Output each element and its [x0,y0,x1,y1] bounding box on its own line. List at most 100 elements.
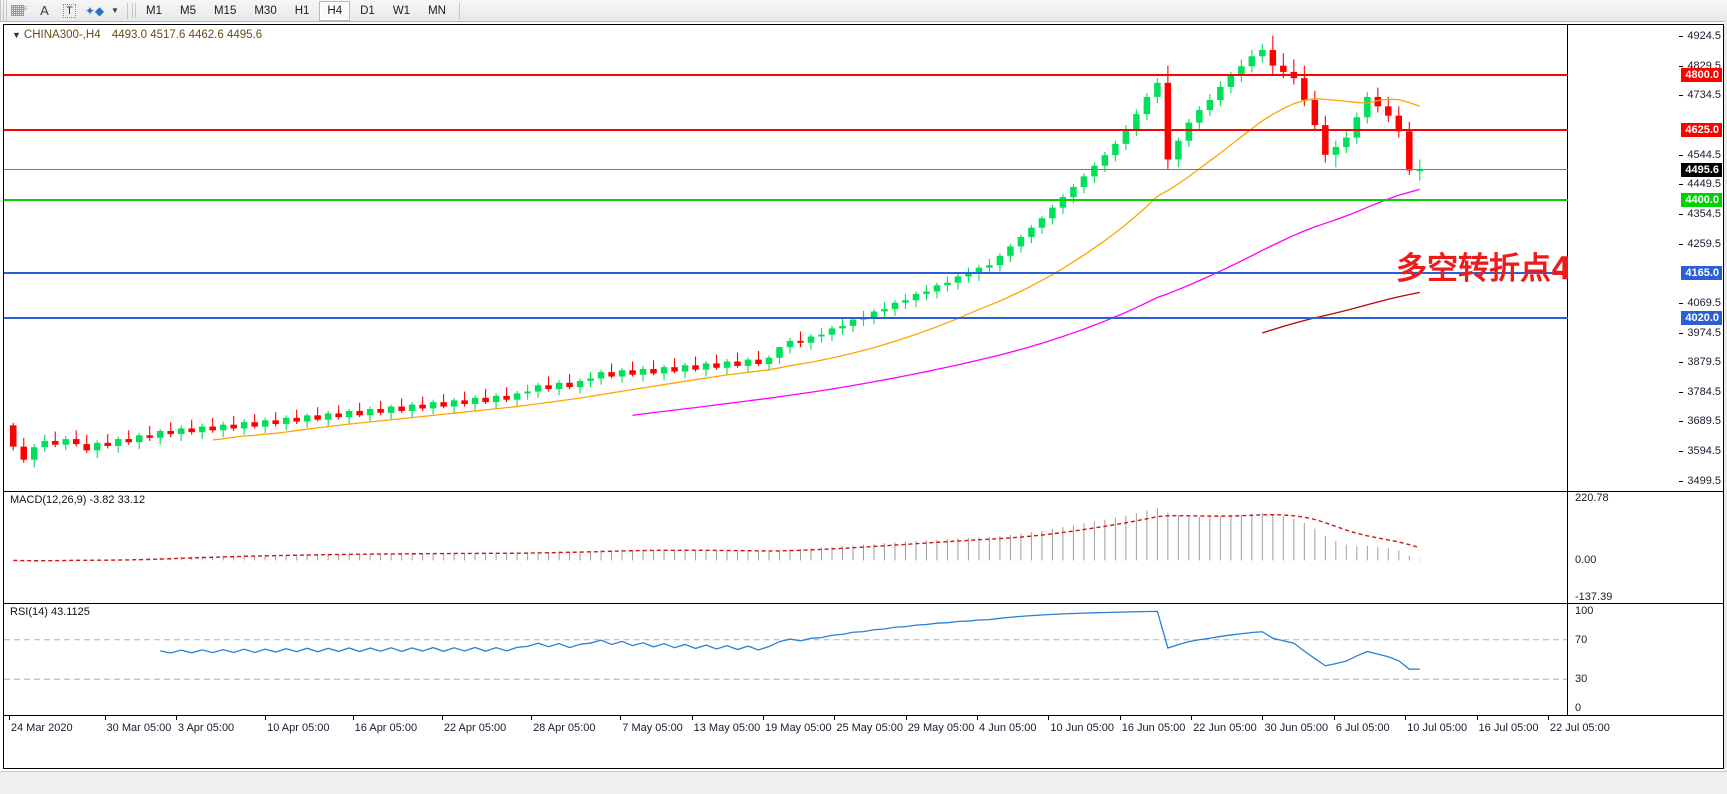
price-tick-label: 3594.5 [1679,445,1721,457]
timeframe-m5[interactable]: M5 [179,4,196,17]
time-axis-label: 16 Jul 05:00 [1478,722,1539,734]
time-axis-label: 16 Jun 05:00 [1121,722,1186,734]
symbol-label: CHINA300-,H4 [23,29,101,41]
price-tag-4400-0: 4400.0 [1681,192,1722,207]
toolbar-separator-2 [458,2,460,19]
indicators-icon[interactable]: ✦◆ [84,3,105,18]
dropdown-arrow-icon[interactable]: ▼ [111,6,119,15]
price-tick-label: 4069.5 [1679,297,1721,309]
time-axis-label: 22 Jun 05:00 [1193,722,1257,734]
price-candles-svg [9,35,1424,468]
timeframe-m30[interactable]: M30 [254,4,277,17]
time-tick [352,716,354,720]
macd-pane[interactable]: MACD(12,26,9) -3.82 33.12 220.78 0.00 -137… [4,491,1723,603]
time-axis-label: 25 May 05:00 [836,722,903,734]
vertical-scrollbar[interactable] [1724,21,1727,772]
price-tag-4625-0: 4625.0 [1681,122,1722,137]
macd-histogram-svg [13,507,1421,562]
timeframe-w1[interactable]: W1 [392,4,411,17]
level-line-4625-0[interactable] [4,128,1568,131]
time-tick [1048,716,1050,720]
level-line-4800-0[interactable] [4,73,1568,76]
toolbar-grip[interactable] [0,0,7,21]
macd-tick-label: -137.39 [1575,591,1613,603]
timeframe-m15[interactable]: M15 [213,4,237,17]
macd-axis[interactable]: 220.78 0.00 -137.39 [1567,492,1723,603]
time-tick [1405,716,1407,720]
toolbar-separator [127,2,128,19]
time-axis-label: 24 Mar 2020 [10,722,73,734]
time-axis-label: 28 Apr 05:00 [533,722,596,734]
price-tick-label: 3879.5 [1679,356,1721,368]
time-tick [762,716,764,720]
time-axis-label: 3 Apr 05:00 [177,722,235,734]
price-tick-label: 3499.5 [1679,475,1721,487]
text-label-icon[interactable]: A [40,3,49,18]
collapse-arrow-icon[interactable]: ▼ [12,30,21,40]
time-tick [441,716,443,720]
timeframe-grip[interactable] [132,3,137,18]
price-tick-label: 4354.5 [1679,208,1721,220]
timeframe-d1[interactable]: D1 [360,4,375,17]
price-plot-area[interactable]: 多空转折点4400 [4,25,1568,491]
time-axis-label: 10 Apr 05:00 [267,722,330,734]
time-axis-label: 7 May 05:00 [622,722,683,734]
rsi-plot-area[interactable] [4,604,1568,715]
macd-tick-label: 0.00 [1575,554,1597,567]
macd-plot-area[interactable] [4,492,1568,603]
timeframe-h4[interactable]: H4 [319,0,351,21]
crosshair-grid-icon[interactable]: F [8,0,31,21]
time-axis[interactable]: 24 Mar 2020 30 Mar 05:00 3 Apr 05:00 10 Apr… [4,715,1723,769]
time-tick [1547,716,1549,720]
time-axis-label: 10 Jul 05:00 [1407,722,1468,734]
level-line-4495-6[interactable] [4,168,1568,170]
price-tick-label: 4259.5 [1679,238,1721,250]
rsi-axis[interactable]: 100 70 30 0 [1567,604,1723,715]
time-tick [691,716,693,720]
rsi-title: RSI(14) 43.1125 [10,606,90,618]
time-axis-label: 30 Mar 05:00 [106,722,172,734]
rsi-tick-label: 0 [1575,702,1582,714]
time-tick [8,716,10,720]
time-tick [531,716,533,720]
time-tick [977,716,979,720]
chart-toolbar: F A T ✦◆ ▼ M1 M5 M15 M30 H1 H4 D1 W1 MN [0,0,1727,22]
chart-annotation-text: 多空转折点4400 [1396,251,1568,287]
ohlc-values: 4493.0 4517.6 4462.6 4495.6 [111,29,263,41]
time-axis-label: 6 Jul 05:00 [1335,722,1390,734]
price-pane[interactable]: ▼ CHINA300-,H4 4493.0 4517.6 4462.6 4495.… [4,25,1723,491]
price-tick-label: 4449.5 [1679,178,1721,190]
time-tick [1262,716,1264,720]
time-axis-label: 10 Jun 05:00 [1050,722,1115,734]
time-tick [834,716,836,720]
price-tick-label: 3689.5 [1679,415,1721,427]
macd-tick-label: 220.78 [1575,492,1609,504]
price-tick-label: 4734.5 [1679,89,1721,101]
timeframe-m1[interactable]: M1 [146,4,162,17]
level-line-4400-0[interactable] [4,198,1568,201]
text-object-icon[interactable]: T [58,0,81,21]
timeframe-h1[interactable]: H1 [294,4,310,17]
price-tag-4495-6: 4495.6 [1681,162,1722,177]
time-tick [1191,716,1193,720]
price-tick-label: 3784.5 [1679,386,1721,398]
time-axis-label: 16 Apr 05:00 [354,722,418,734]
price-tag-4020-0: 4020.0 [1681,311,1722,326]
level-line-4165-0[interactable] [4,272,1568,275]
time-tick [265,716,267,720]
price-axis[interactable]: 4924.5 4829.5 4734.5 4544.5 4449.5 4354.5 4259… [1567,25,1723,491]
time-axis-label: 22 Apr 05:00 [443,722,507,734]
rsi-pane[interactable]: RSI(14) 43.1125 100 70 30 0 [4,603,1723,715]
time-axis-label: 13 May 05:00 [693,722,761,734]
time-axis-label: 30 Jun 05:00 [1264,722,1329,734]
time-axis-label: 4 Jun 05:00 [979,722,1037,734]
time-axis-label: 19 May 05:00 [764,722,832,734]
time-tick [1476,716,1478,720]
symbol-title: ▼ CHINA300-,H4 4493.0 4517.6 4462.6 4495.… [12,29,262,41]
level-line-4020-0[interactable] [4,317,1568,320]
rsi-tick-label: 70 [1575,633,1588,646]
price-tick-label: 3974.5 [1679,327,1721,339]
timeframe-mn[interactable]: MN [428,4,446,17]
price-tag-4800-0: 4800.0 [1681,67,1722,82]
rsi-tick-label: 30 [1575,673,1588,686]
